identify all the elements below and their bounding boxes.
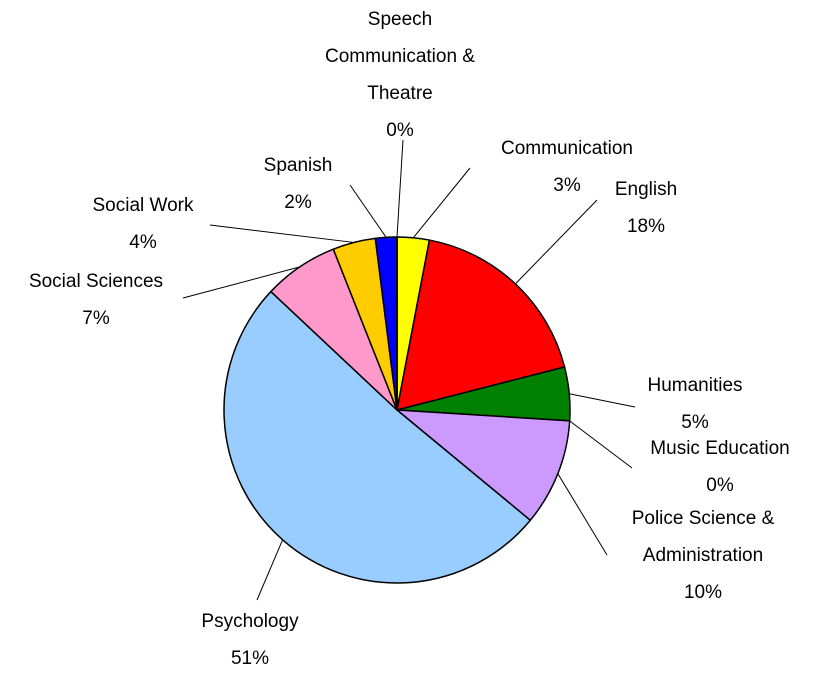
- slice-label: Social Work 4%: [23, 187, 263, 261]
- value-label: 0%: [706, 475, 734, 496]
- category-label: Speech Communication & Theatre: [325, 9, 475, 104]
- category-label: English: [614, 179, 678, 200]
- slice-label: Humanities 5%: [575, 367, 814, 441]
- leader-line: [412, 167, 471, 239]
- slice-label: Social Sciences 7%: [0, 263, 216, 337]
- category-label: Communication: [501, 138, 633, 159]
- category-label: Social Sciences: [28, 271, 164, 292]
- leader-line: [396, 139, 404, 238]
- value-label: 18%: [626, 216, 666, 237]
- slice-label: Speech Communication & Theatre 0%: [280, 1, 520, 149]
- slice-label: Communication 3%: [447, 130, 687, 204]
- category-label: Psychology: [201, 611, 299, 632]
- leader-line: [569, 420, 633, 469]
- category-label: Spanish: [263, 155, 333, 176]
- value-label: 3%: [553, 175, 581, 196]
- leader-line: [569, 393, 636, 408]
- slice-label: Spanish 2%: [178, 147, 418, 221]
- value-label: 2%: [284, 192, 312, 213]
- leader-line: [515, 199, 598, 285]
- value-label: 7%: [82, 308, 110, 329]
- category-label: Social Work: [92, 195, 194, 216]
- pie-slice: [223, 290, 532, 584]
- leader-line: [209, 224, 355, 243]
- value-label: 51%: [230, 648, 270, 669]
- category-label: Humanities: [647, 375, 743, 396]
- leader-line: [182, 266, 300, 299]
- slice-label: Psychology 51%: [130, 603, 370, 677]
- leader-line: [557, 473, 608, 556]
- leader-line: [256, 539, 284, 601]
- slice-label: Police Science & Administration 10%: [583, 500, 814, 611]
- value-label: 4%: [129, 232, 157, 253]
- value-label: 5%: [681, 412, 709, 433]
- slice-label: English 18%: [526, 171, 766, 245]
- value-label: 0%: [386, 120, 414, 141]
- leader-line: [349, 184, 387, 238]
- slice-label: Music Education 0%: [600, 430, 814, 504]
- value-label: 10%: [683, 582, 723, 603]
- category-label: Music Education: [650, 438, 790, 459]
- category-label: Police Science & Administration: [631, 508, 775, 566]
